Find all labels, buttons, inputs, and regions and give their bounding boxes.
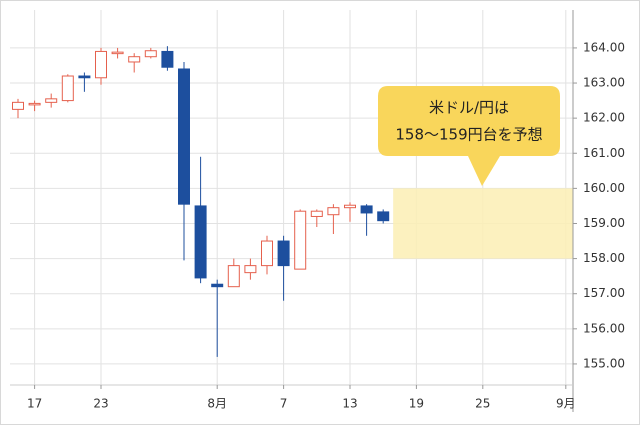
candle-body: [377, 211, 390, 222]
y-tick-label: 158.00: [583, 251, 625, 265]
y-tick-label: 159.00: [583, 216, 625, 230]
candle-body: [178, 68, 190, 205]
x-tick-label: 25: [475, 397, 490, 411]
candle-body: [111, 51, 124, 55]
candle-body: [28, 102, 41, 106]
y-tick-label: 164.00: [583, 40, 625, 54]
candle-body: [294, 210, 307, 270]
x-tick-label: 9月: [556, 397, 576, 411]
y-tick-label: 163.00: [583, 76, 625, 90]
callout-text: 158〜159円台を予想: [395, 126, 542, 144]
candle-body: [211, 283, 224, 288]
candle-body: [194, 205, 207, 279]
candle-body: [310, 210, 323, 217]
y-tick-label: 156.00: [583, 321, 625, 335]
x-tick-label: 23: [93, 397, 108, 411]
callout-text: 米ドル/円は: [429, 99, 509, 117]
x-tick-label: 8月: [207, 397, 227, 411]
candle-body: [261, 240, 273, 267]
candle-body: [128, 56, 141, 63]
candle-body: [12, 101, 24, 110]
forecast-layer: [393, 188, 573, 259]
candles: [12, 46, 390, 357]
candle-body: [344, 204, 356, 209]
candle-body: [161, 50, 174, 68]
candle-body: [277, 240, 290, 267]
x-tick-label: 19: [409, 397, 424, 411]
candle-body: [360, 205, 373, 214]
y-tick-label: 162.00: [583, 111, 625, 125]
candle-body: [61, 75, 74, 102]
callout: 米ドル/円は 158〜159円台を予想: [378, 86, 560, 186]
candle-body: [45, 98, 58, 103]
candle-body: [144, 50, 157, 58]
candle-body: [227, 265, 240, 288]
forecast-band: [393, 188, 573, 259]
x-tick-label: 7: [280, 397, 288, 411]
candle-body: [78, 75, 91, 79]
x-tick-label: 13: [342, 397, 357, 411]
candle-body: [95, 50, 107, 79]
y-tick-label: 155.00: [583, 356, 625, 370]
y-tick-label: 160.00: [583, 181, 625, 195]
x-tick-label: 17: [27, 397, 42, 411]
y-tick-label: 157.00: [583, 286, 625, 300]
callout-box: [378, 86, 560, 186]
y-tick-label: 161.00: [583, 146, 625, 160]
candle-body: [327, 207, 340, 216]
candle-body: [244, 265, 257, 274]
